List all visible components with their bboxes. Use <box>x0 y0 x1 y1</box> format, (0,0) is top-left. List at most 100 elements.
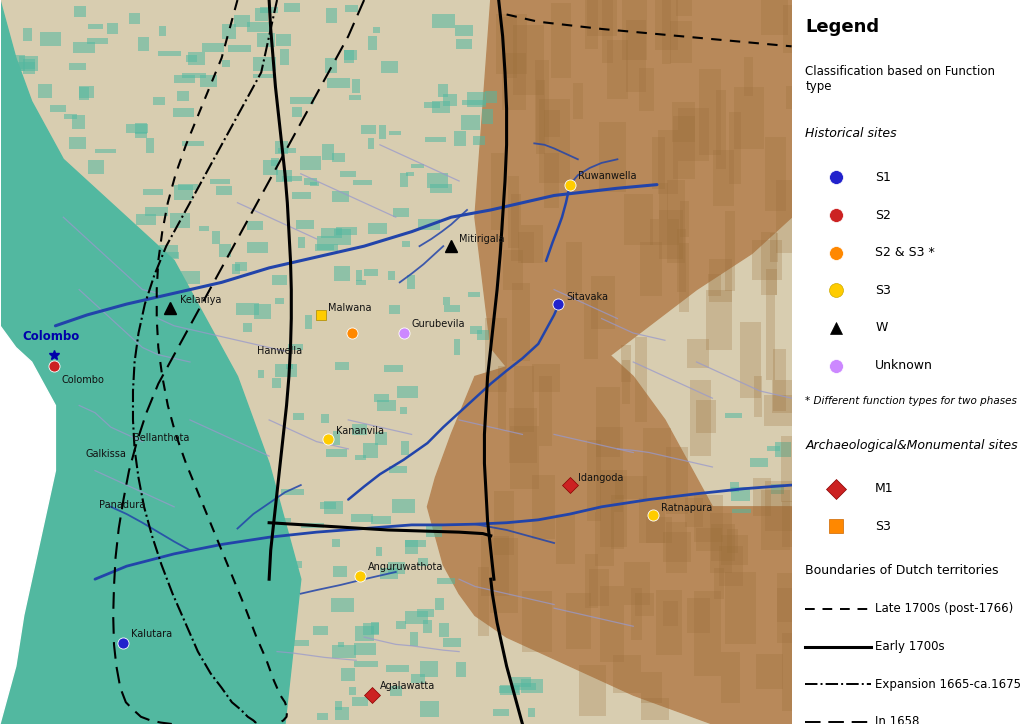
Bar <box>404 540 419 554</box>
Bar <box>454 339 460 355</box>
Bar <box>499 686 519 693</box>
Bar <box>350 514 373 522</box>
Bar <box>622 0 647 59</box>
Bar <box>304 177 316 185</box>
Bar <box>731 487 750 501</box>
Bar <box>335 707 349 720</box>
Bar <box>263 160 278 174</box>
Bar <box>286 364 293 369</box>
Bar <box>386 665 410 673</box>
Bar <box>202 43 224 52</box>
Text: M1: M1 <box>876 482 894 495</box>
Bar <box>679 243 689 312</box>
Bar <box>41 504 55 512</box>
Bar <box>174 185 193 200</box>
Bar <box>157 252 179 259</box>
Bar <box>274 141 288 154</box>
Text: W: W <box>876 321 888 334</box>
Bar <box>331 598 353 613</box>
Bar <box>222 59 229 67</box>
Bar <box>658 210 683 259</box>
Bar <box>725 573 756 644</box>
Bar <box>325 500 343 514</box>
Bar <box>752 240 782 280</box>
Bar <box>622 345 631 382</box>
Text: S1: S1 <box>876 171 891 184</box>
Bar <box>276 33 291 46</box>
Bar <box>294 561 302 568</box>
Bar <box>51 439 60 445</box>
Bar <box>37 229 46 234</box>
Bar <box>61 570 83 585</box>
Bar <box>171 460 180 473</box>
Bar <box>532 475 555 539</box>
Bar <box>420 701 439 717</box>
Bar <box>214 566 226 575</box>
Bar <box>761 0 787 35</box>
Bar <box>492 153 504 230</box>
Bar <box>624 194 652 245</box>
Bar <box>254 586 268 593</box>
Bar <box>425 137 446 143</box>
Bar <box>42 421 54 435</box>
Bar <box>321 228 342 238</box>
Bar <box>247 22 270 32</box>
Bar <box>123 630 137 635</box>
Bar <box>456 39 472 49</box>
Bar <box>321 502 337 509</box>
Bar <box>753 479 771 516</box>
Bar <box>271 378 281 388</box>
Bar <box>646 518 672 543</box>
Bar <box>257 33 274 47</box>
Bar <box>371 516 391 524</box>
Bar <box>138 37 148 51</box>
Bar <box>334 266 350 281</box>
Bar <box>225 466 245 472</box>
Bar <box>296 220 314 230</box>
Bar <box>374 394 389 403</box>
Bar <box>381 61 398 73</box>
Bar <box>141 587 158 597</box>
Bar <box>591 276 614 329</box>
Bar <box>281 489 304 495</box>
Bar <box>587 0 616 36</box>
Bar <box>327 7 337 22</box>
Bar <box>336 227 356 235</box>
Bar <box>338 642 344 647</box>
Bar <box>201 75 217 87</box>
Bar <box>732 509 751 513</box>
Bar <box>267 518 291 522</box>
Bar <box>766 295 774 380</box>
Bar <box>786 86 795 109</box>
Bar <box>671 21 691 63</box>
Bar <box>407 172 415 177</box>
Bar <box>389 466 408 473</box>
Bar <box>68 251 87 263</box>
Bar <box>126 416 136 422</box>
Bar <box>518 232 534 264</box>
Bar <box>356 280 366 285</box>
Bar <box>11 171 25 180</box>
Bar <box>527 708 536 717</box>
Bar <box>246 681 256 686</box>
Bar <box>777 588 792 622</box>
Bar <box>201 463 220 476</box>
Bar <box>49 105 66 112</box>
Bar <box>236 303 259 316</box>
Bar <box>143 189 164 195</box>
Bar <box>137 382 148 397</box>
Bar <box>509 408 537 463</box>
Bar <box>333 566 347 577</box>
Bar <box>764 395 794 426</box>
Bar <box>115 336 133 344</box>
Text: Kalutara: Kalutara <box>131 629 172 639</box>
Bar <box>652 137 665 189</box>
Bar <box>280 49 289 64</box>
Bar <box>455 25 473 36</box>
Text: Mitirigala: Mitirigala <box>459 234 505 244</box>
Polygon shape <box>427 348 792 724</box>
Bar <box>639 68 653 111</box>
Bar <box>131 334 144 342</box>
Bar <box>274 363 297 377</box>
Bar <box>211 550 221 556</box>
